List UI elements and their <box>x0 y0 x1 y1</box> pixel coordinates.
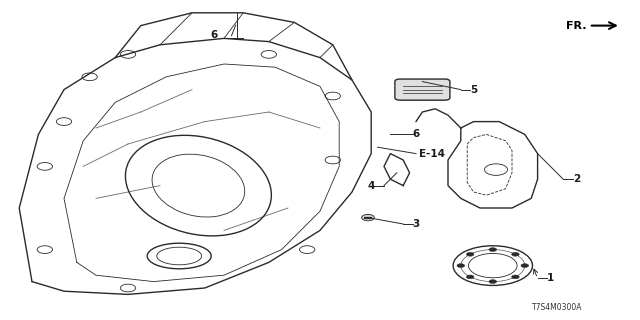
Text: FR.: FR. <box>566 20 586 31</box>
Text: T7S4M0300A: T7S4M0300A <box>532 303 582 312</box>
Circle shape <box>521 264 529 268</box>
FancyBboxPatch shape <box>395 79 450 100</box>
Circle shape <box>467 275 474 279</box>
Circle shape <box>511 252 519 256</box>
Text: 1: 1 <box>547 273 554 284</box>
Text: 2: 2 <box>573 174 580 184</box>
Text: E-14: E-14 <box>419 148 445 159</box>
Text: 4: 4 <box>367 180 374 191</box>
Circle shape <box>457 264 465 268</box>
Circle shape <box>489 248 497 252</box>
Circle shape <box>467 252 474 256</box>
Circle shape <box>362 214 374 221</box>
Text: 6: 6 <box>211 30 218 40</box>
Text: 3: 3 <box>413 219 420 229</box>
Text: 6: 6 <box>413 129 420 140</box>
Text: 5: 5 <box>470 84 477 95</box>
Circle shape <box>511 275 519 279</box>
Circle shape <box>489 280 497 284</box>
